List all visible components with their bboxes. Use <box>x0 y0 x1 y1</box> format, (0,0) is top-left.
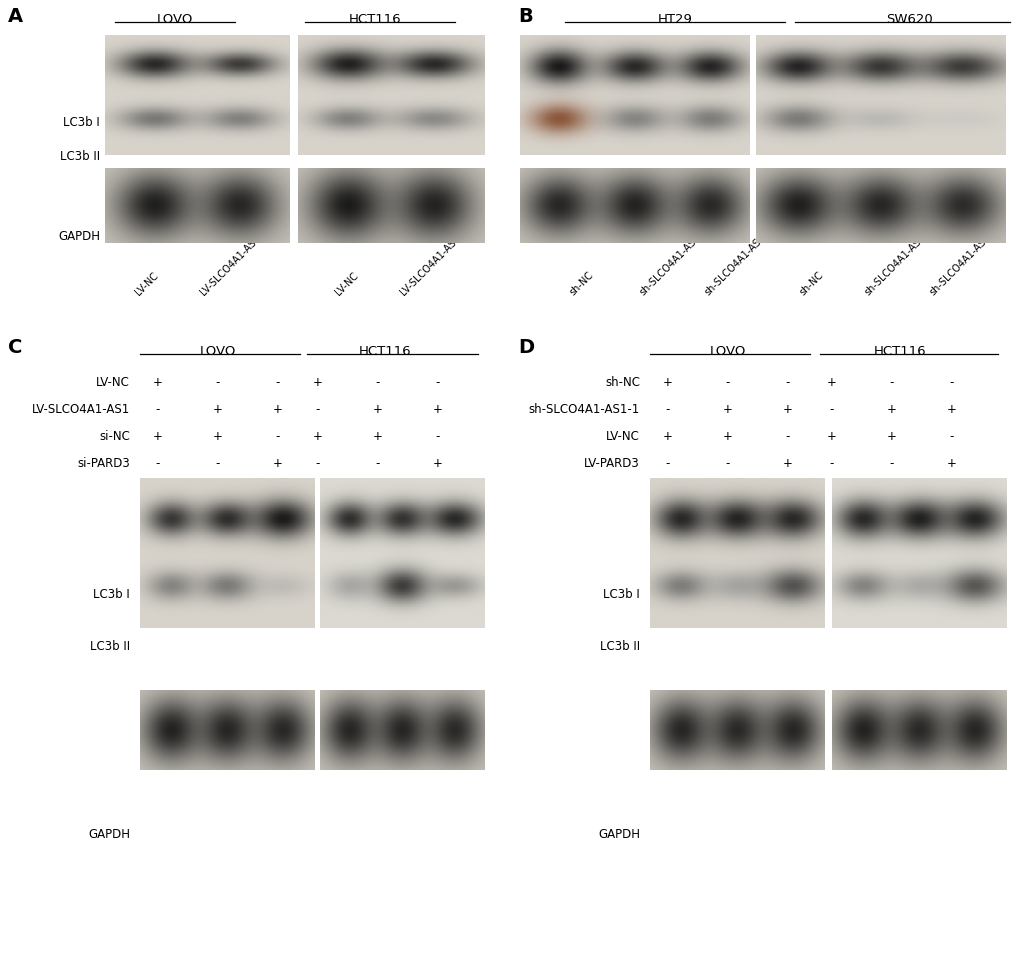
Text: sh-SLCO4A1-AS1-2: sh-SLCO4A1-AS1-2 <box>702 225 774 297</box>
Text: sh-NC: sh-NC <box>568 269 595 297</box>
Text: -: - <box>316 403 320 417</box>
Text: -: - <box>156 403 160 417</box>
Text: +: + <box>373 430 382 444</box>
Text: -: - <box>375 458 380 470</box>
Text: -: - <box>216 458 220 470</box>
Text: D: D <box>518 338 534 357</box>
Text: +: + <box>783 458 792 470</box>
Text: +: + <box>433 403 442 417</box>
Text: +: + <box>313 430 323 444</box>
Text: +: + <box>826 430 837 444</box>
Text: +: + <box>662 430 673 444</box>
Text: +: + <box>946 458 956 470</box>
Text: +: + <box>433 458 442 470</box>
Text: LV-NC: LV-NC <box>605 430 639 444</box>
Text: -: - <box>785 430 790 444</box>
Text: +: + <box>373 403 382 417</box>
Text: LOVO: LOVO <box>709 345 746 358</box>
Text: A: A <box>8 7 23 26</box>
Text: -: - <box>216 376 220 390</box>
Text: -: - <box>275 376 280 390</box>
Text: HCT116: HCT116 <box>359 345 411 358</box>
Text: +: + <box>313 376 323 390</box>
Text: -: - <box>665 458 669 470</box>
Text: LV-PARD3: LV-PARD3 <box>584 458 639 470</box>
Text: -: - <box>665 403 669 417</box>
Text: -: - <box>726 458 730 470</box>
Text: +: + <box>153 376 163 390</box>
Text: GAPDH: GAPDH <box>597 829 639 841</box>
Text: LC3b II: LC3b II <box>60 150 100 164</box>
Text: HCT116: HCT116 <box>348 13 400 26</box>
Text: +: + <box>887 430 896 444</box>
Text: -: - <box>435 430 440 444</box>
Text: -: - <box>949 430 953 444</box>
Text: -: - <box>435 376 440 390</box>
Text: +: + <box>946 403 956 417</box>
Text: LC3b I: LC3b I <box>602 588 639 602</box>
Text: -: - <box>275 430 280 444</box>
Text: +: + <box>273 403 282 417</box>
Text: +: + <box>887 403 896 417</box>
Text: sh-SLCO4A1-AS1-2: sh-SLCO4A1-AS1-2 <box>927 225 999 297</box>
Text: -: - <box>785 376 790 390</box>
Text: LV-SLCO4A1-AS1: LV-SLCO4A1-AS1 <box>198 233 262 297</box>
Text: GAPDH: GAPDH <box>58 231 100 243</box>
Text: -: - <box>889 458 894 470</box>
Text: LOVO: LOVO <box>157 13 193 26</box>
Text: +: + <box>273 458 282 470</box>
Text: -: - <box>375 376 380 390</box>
Text: LC3b II: LC3b II <box>599 641 639 653</box>
Text: LV-SLCO4A1-AS1: LV-SLCO4A1-AS1 <box>397 233 462 297</box>
Text: sh-NC: sh-NC <box>797 269 824 297</box>
Text: +: + <box>722 403 733 417</box>
Text: HT29: HT29 <box>657 13 692 26</box>
Text: si-NC: si-NC <box>99 430 129 444</box>
Text: -: - <box>949 376 953 390</box>
Text: LC3b II: LC3b II <box>90 641 129 653</box>
Text: LV-NC: LV-NC <box>132 270 160 297</box>
Text: +: + <box>213 403 223 417</box>
Text: +: + <box>213 430 223 444</box>
Text: -: - <box>316 458 320 470</box>
Text: +: + <box>826 376 837 390</box>
Text: +: + <box>662 376 673 390</box>
Text: -: - <box>726 376 730 390</box>
Text: GAPDH: GAPDH <box>88 829 129 841</box>
Text: sh-SLCO4A1-AS1-1: sh-SLCO4A1-AS1-1 <box>528 403 639 417</box>
Text: sh-NC: sh-NC <box>604 376 639 390</box>
Text: -: - <box>156 458 160 470</box>
Text: LC3b I: LC3b I <box>93 588 129 602</box>
Text: sh-SLCO4A1-AS1-1: sh-SLCO4A1-AS1-1 <box>637 225 709 297</box>
Text: LV-SLCO4A1-AS1: LV-SLCO4A1-AS1 <box>32 403 129 417</box>
Text: +: + <box>153 430 163 444</box>
Text: LV-NC: LV-NC <box>332 270 360 297</box>
Text: SW620: SW620 <box>886 13 932 26</box>
Text: C: C <box>8 338 22 357</box>
Text: HCT116: HCT116 <box>873 345 925 358</box>
Text: si-PARD3: si-PARD3 <box>77 458 129 470</box>
Text: B: B <box>518 7 532 26</box>
Text: +: + <box>722 430 733 444</box>
Text: LOVO: LOVO <box>200 345 236 358</box>
Text: -: - <box>829 458 834 470</box>
Text: LV-NC: LV-NC <box>96 376 129 390</box>
Text: LC3b I: LC3b I <box>63 117 100 129</box>
Text: -: - <box>829 403 834 417</box>
Text: sh-SLCO4A1-AS1-1: sh-SLCO4A1-AS1-1 <box>862 225 933 297</box>
Text: -: - <box>889 376 894 390</box>
Text: +: + <box>783 403 792 417</box>
